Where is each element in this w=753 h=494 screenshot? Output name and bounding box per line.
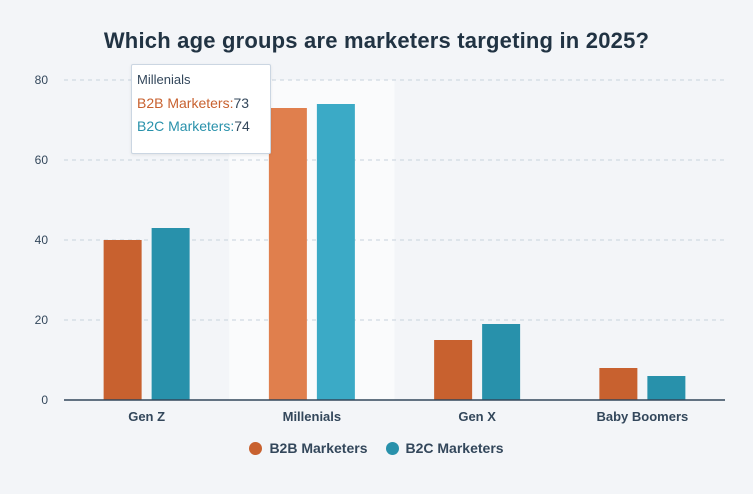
x-tick-label: Millenials (283, 409, 342, 424)
x-tick-label: Baby Boomers (597, 409, 689, 424)
x-tick-label: Gen Z (128, 409, 165, 424)
legend-marker-b2c (385, 441, 399, 455)
tooltip-b2c-value: 74 (234, 118, 250, 134)
tooltip-row-b2c: B2C Marketers:74 (137, 118, 270, 134)
bar-b2c[interactable] (482, 324, 521, 400)
legend-item-b2c[interactable]: B2C Marketers (385, 440, 504, 456)
tooltip-b2b-value: 73 (233, 95, 250, 111)
bar-b2b[interactable] (599, 368, 638, 400)
chart-tooltip: Millenials B2B Marketers:73 B2C Marketer… (131, 64, 271, 154)
legend-marker-b2b (249, 441, 263, 455)
x-tick-label: Gen X (458, 409, 496, 424)
tooltip-b2c-label: B2C Marketers: (137, 118, 235, 134)
bar-b2c[interactable] (151, 228, 190, 400)
y-tick-label: 0 (41, 393, 48, 407)
bar-b2c[interactable] (316, 104, 355, 400)
bar-b2b[interactable] (434, 340, 473, 400)
tooltip-category: Millenials (137, 72, 191, 87)
legend-item-b2b[interactable]: B2B Marketers (249, 440, 368, 456)
chart-title: Which age groups are marketers targeting… (103, 28, 650, 53)
y-tick-label: 20 (35, 313, 49, 327)
chart-legend: B2B Marketers B2C Marketers (0, 440, 753, 456)
legend-label-b2b: B2B Marketers (269, 440, 368, 456)
tooltip-b2b-label: B2B Marketers: (137, 95, 234, 111)
tooltip-row-b2b: B2B Marketers:73 (137, 95, 270, 111)
y-tick-label: 80 (35, 73, 49, 87)
y-tick-label: 40 (35, 233, 49, 247)
y-tick-label: 60 (35, 153, 49, 167)
bar-b2c[interactable] (647, 376, 686, 400)
bar-b2b[interactable] (268, 108, 307, 400)
legend-label-b2c: B2C Marketers (405, 440, 504, 456)
bar-b2b[interactable] (103, 240, 142, 400)
